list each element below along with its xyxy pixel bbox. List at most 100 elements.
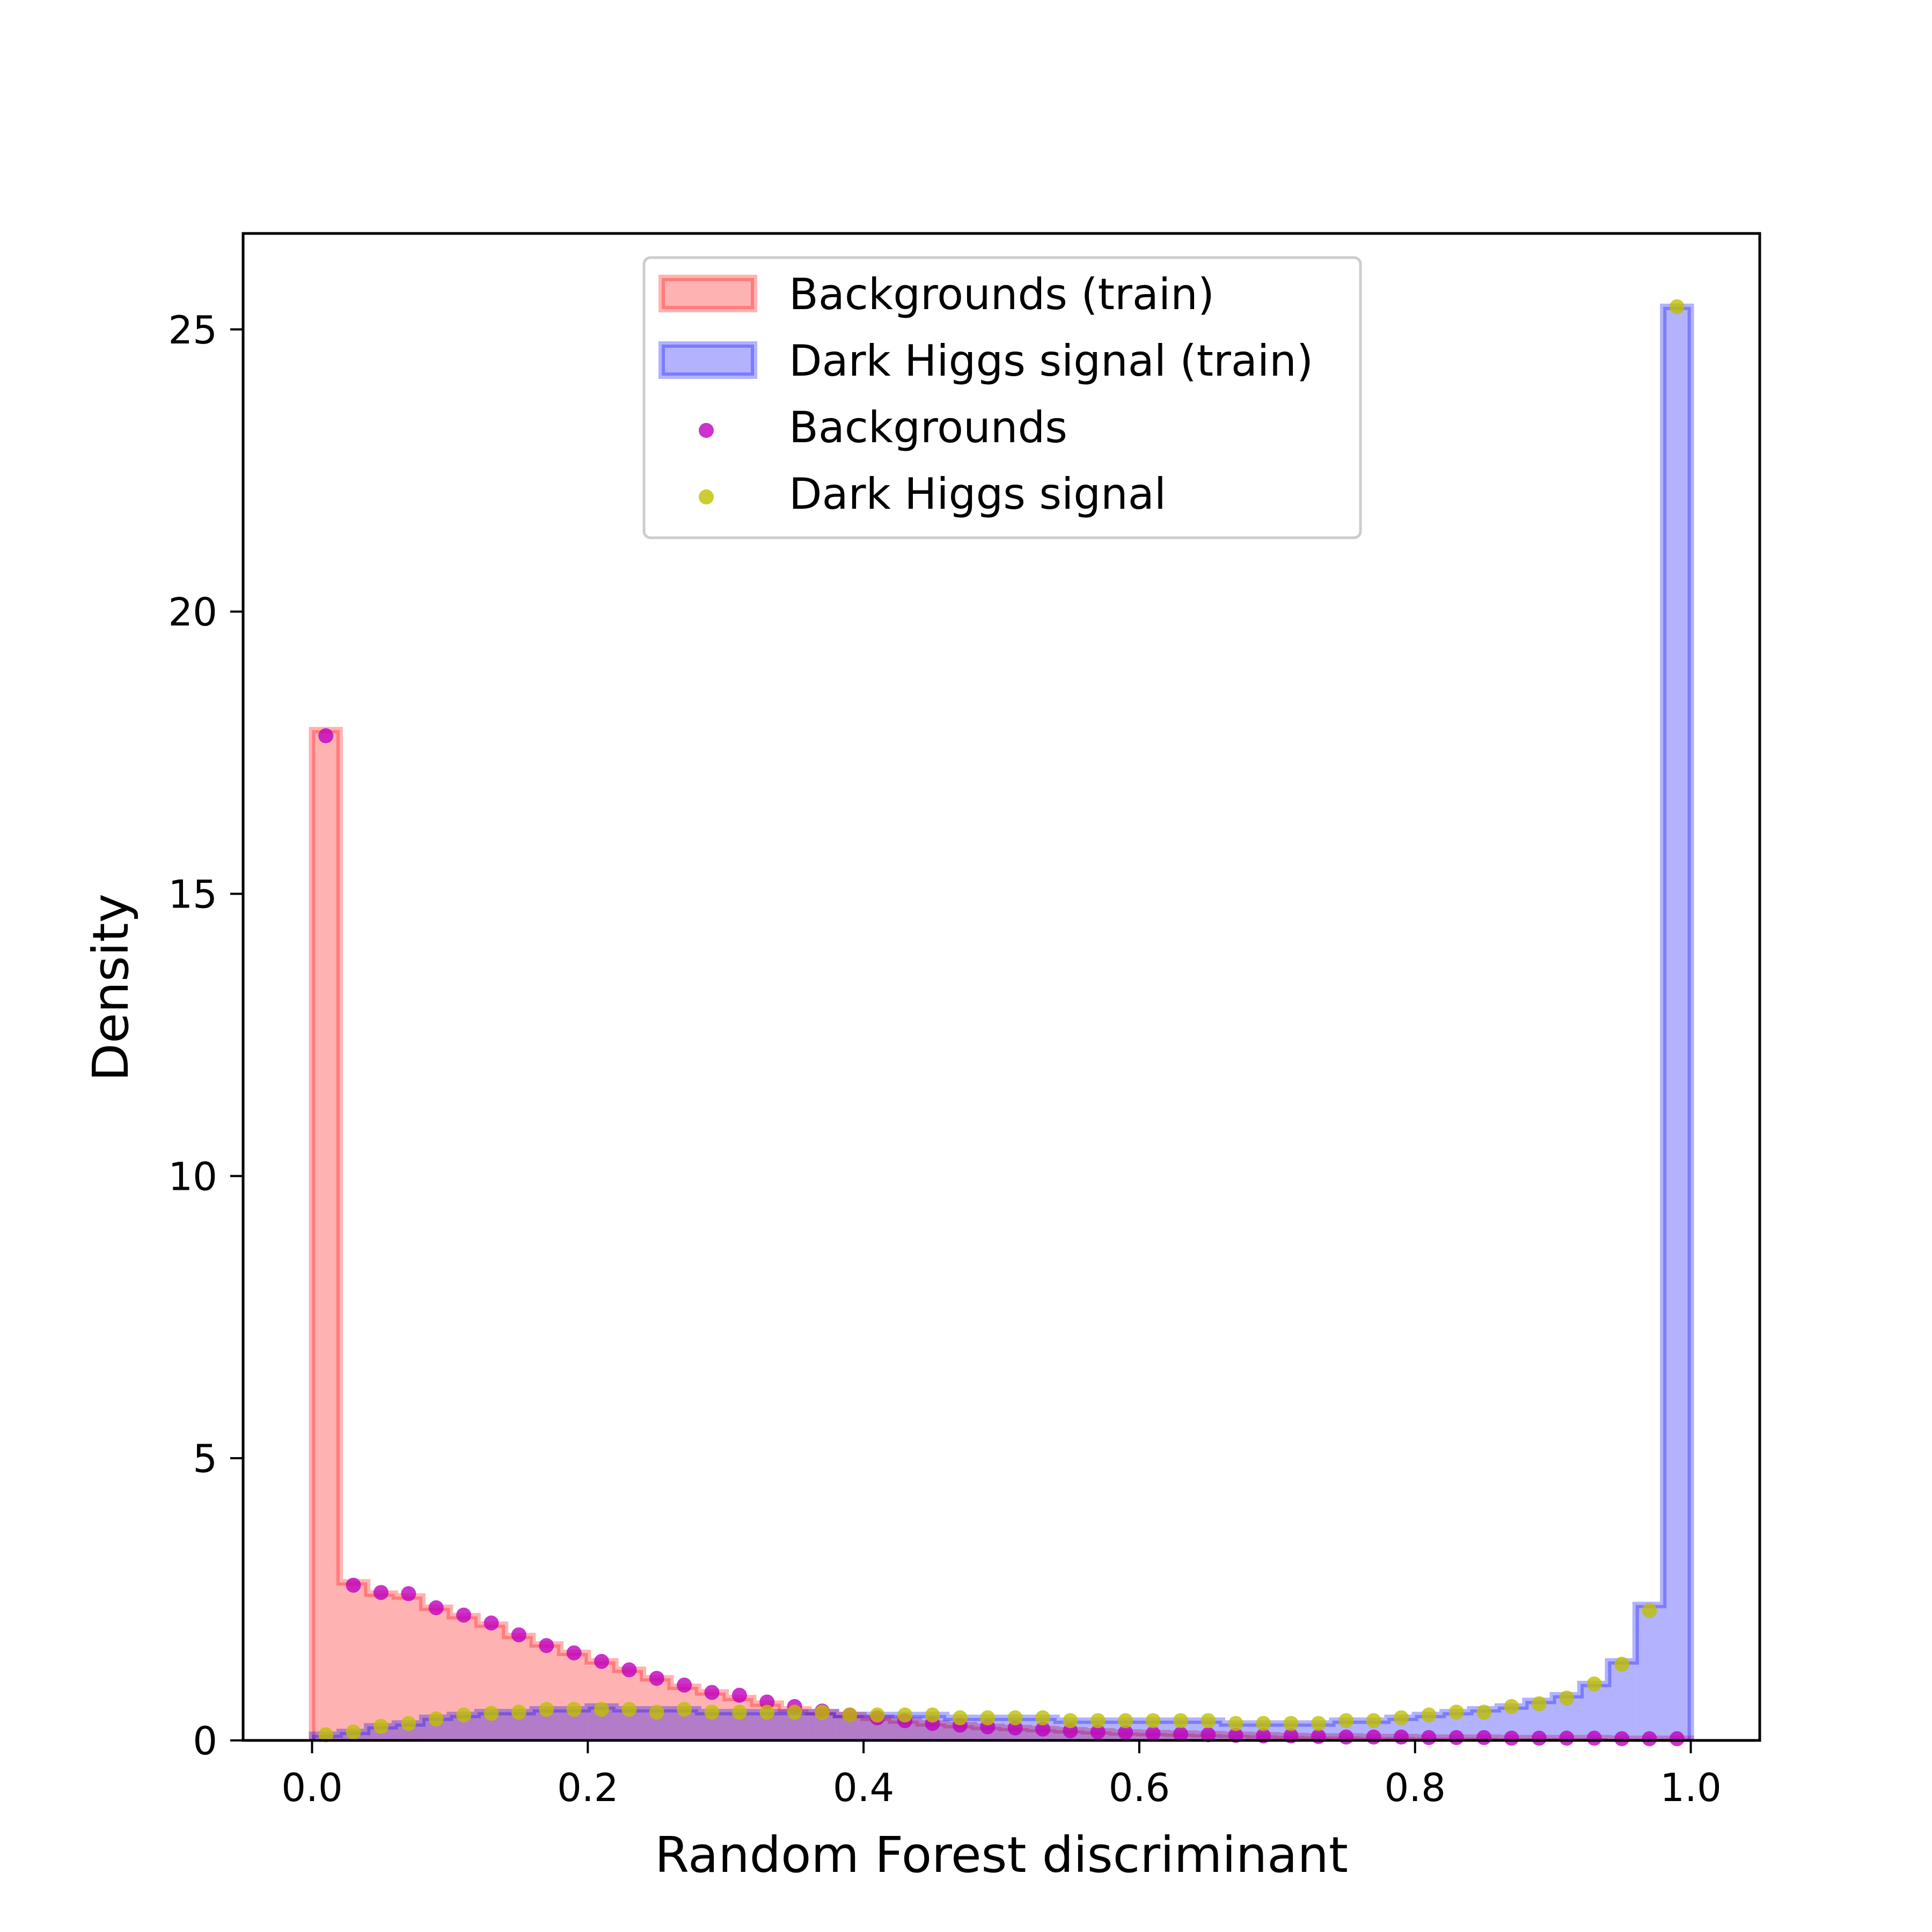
data-point-backgrounds — [1642, 1731, 1657, 1746]
hist-bar-backgrounds-train — [477, 1624, 506, 1740]
hist-bar-dark-higgs-train — [1635, 1605, 1664, 1740]
x-tick-label: 0.6 — [1109, 1765, 1170, 1810]
data-point-dark-higgs — [428, 1711, 444, 1727]
x-tick-label: 0.2 — [557, 1765, 619, 1810]
data-point-backgrounds — [1394, 1729, 1409, 1745]
data-point-dark-higgs — [484, 1706, 499, 1721]
plot-frame — [241, 232, 1761, 1742]
hist-bar-dark-higgs-train — [1608, 1661, 1636, 1740]
data-point-dark-higgs — [1311, 1716, 1326, 1731]
hist-bar-backgrounds-train — [312, 730, 340, 1740]
y-tick-label: 5 — [193, 1436, 217, 1481]
data-point-backgrounds — [1448, 1730, 1464, 1745]
data-point-dark-higgs — [787, 1704, 802, 1720]
data-point-backgrounds — [346, 1577, 361, 1593]
data-point-backgrounds — [1476, 1730, 1492, 1745]
data-point-backgrounds — [649, 1671, 664, 1686]
data-point-backgrounds — [1201, 1727, 1216, 1743]
y-tick-label: 20 — [168, 590, 217, 635]
data-point-dark-higgs — [1090, 1713, 1106, 1729]
data-point-dark-higgs — [1201, 1713, 1216, 1729]
data-point-dark-higgs — [677, 1702, 692, 1717]
data-point-backgrounds — [1118, 1725, 1133, 1740]
data-point-dark-higgs — [897, 1707, 913, 1723]
data-point-backgrounds — [373, 1585, 389, 1600]
data-point-dark-higgs — [869, 1707, 885, 1723]
x-tick-label: 0.8 — [1384, 1765, 1446, 1810]
y-axis-label: Density — [82, 894, 140, 1081]
data-point-backgrounds — [1421, 1730, 1437, 1745]
data-point-backgrounds — [1366, 1729, 1381, 1745]
data-point-dark-higgs — [511, 1704, 526, 1720]
data-point-backgrounds — [1504, 1730, 1519, 1746]
legend-swatch-backgrounds-train — [658, 275, 757, 312]
y-tick-label: 25 — [168, 308, 217, 353]
data-point-dark-higgs — [318, 1727, 334, 1743]
legend-swatch-dark-higgs-train — [658, 341, 757, 379]
x-tick-label: 0.4 — [833, 1765, 895, 1810]
data-point-dark-higgs — [1228, 1716, 1243, 1731]
data-point-dark-higgs — [1421, 1707, 1437, 1723]
data-point-dark-higgs — [1448, 1704, 1464, 1720]
data-point-dark-higgs — [594, 1702, 609, 1717]
data-point-backgrounds — [566, 1645, 582, 1660]
data-point-backgrounds — [1669, 1731, 1685, 1746]
data-point-backgrounds — [621, 1662, 637, 1678]
data-point-backgrounds — [594, 1653, 609, 1669]
hist-bar-backgrounds-train — [588, 1661, 616, 1740]
data-point-dark-higgs — [539, 1702, 554, 1717]
data-point-dark-higgs — [1256, 1716, 1271, 1731]
hist-bar-backgrounds-train — [560, 1652, 588, 1740]
data-point-backgrounds — [484, 1615, 499, 1631]
y-tick-label: 10 — [168, 1154, 217, 1199]
x-axis-ticks: 0.0 0.2 0.4 0.6 0.8 1.0 — [281, 1740, 1722, 1810]
data-point-dark-higgs — [1035, 1710, 1051, 1725]
data-point-dark-higgs — [1145, 1713, 1161, 1729]
hist-bar-backgrounds-train — [505, 1636, 533, 1740]
data-point-backgrounds — [1145, 1726, 1161, 1741]
data-point-dark-higgs — [1338, 1713, 1354, 1729]
data-point-dark-higgs — [1504, 1699, 1519, 1714]
data-point-backgrounds — [731, 1687, 747, 1703]
data-point-dark-higgs — [346, 1724, 361, 1740]
data-point-backgrounds — [1090, 1724, 1106, 1740]
legend-label-dark-higgs-train: Dark Higgs signal (train) — [789, 336, 1313, 386]
data-point-backgrounds — [1531, 1730, 1547, 1746]
legend-marker-backgrounds — [699, 423, 714, 438]
data-point-backgrounds — [1035, 1721, 1051, 1737]
data-point-dark-higgs — [1586, 1676, 1602, 1692]
data-point-dark-higgs — [731, 1704, 747, 1720]
data-point-backgrounds — [456, 1607, 472, 1623]
data-point-dark-higgs — [1283, 1716, 1299, 1731]
data-point-dark-higgs — [1531, 1696, 1547, 1711]
data-point-backgrounds — [1173, 1726, 1188, 1742]
data-point-dark-higgs — [815, 1704, 830, 1720]
data-point-dark-higgs — [649, 1704, 664, 1720]
hist-bar-dark-higgs-train — [1663, 306, 1691, 1740]
data-point-dark-higgs — [1394, 1710, 1409, 1725]
data-point-dark-higgs — [1614, 1657, 1630, 1672]
legend-frame — [642, 256, 1362, 539]
data-point-dark-higgs — [456, 1707, 472, 1723]
data-point-dark-higgs — [1366, 1713, 1381, 1729]
hist-bar-backgrounds-train — [532, 1644, 560, 1740]
data-point-dark-higgs — [1063, 1713, 1078, 1729]
data-point-dark-higgs — [1669, 299, 1685, 314]
hist-outline-backgrounds-train — [309, 727, 1694, 1742]
legend-label-backgrounds-train: Backgrounds (train) — [789, 269, 1214, 319]
data-point-backgrounds — [428, 1600, 444, 1615]
data-point-backgrounds — [677, 1677, 692, 1693]
legend-marker-dark-higgs — [699, 489, 714, 504]
data-point-dark-higgs — [1007, 1710, 1023, 1725]
data-point-dark-higgs — [1173, 1713, 1188, 1729]
y-tick-label: 0 — [193, 1718, 217, 1763]
legend-label-backgrounds: Backgrounds — [789, 402, 1067, 452]
data-point-dark-higgs — [1559, 1690, 1575, 1706]
legend-label-dark-higgs: Dark Higgs signal — [789, 469, 1166, 519]
data-point-dark-higgs — [1642, 1603, 1657, 1619]
data-point-backgrounds — [1559, 1730, 1575, 1746]
x-axis-label: Random Forest discriminant — [655, 1826, 1348, 1884]
hist-bar-backgrounds-train — [339, 1582, 368, 1740]
data-point-dark-higgs — [373, 1718, 389, 1734]
